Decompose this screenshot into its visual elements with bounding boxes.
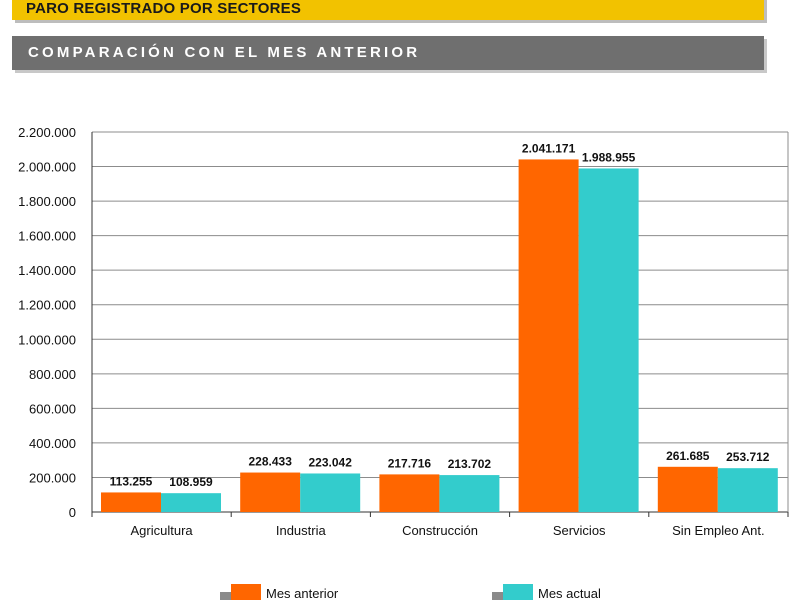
data-label: 228.433	[249, 455, 293, 469]
y-tick-label: 1.600.000	[18, 229, 76, 244]
y-tick-label: 1.000.000	[18, 332, 76, 347]
bar-current	[439, 475, 500, 512]
y-tick-label: 1.800.000	[18, 194, 76, 209]
y-tick-label: 600.000	[29, 401, 76, 416]
x-tick-label: Industria	[276, 523, 327, 538]
data-label: 223.042	[309, 455, 353, 469]
y-tick-label: 2.000.000	[18, 160, 76, 175]
section-title: PARO REGISTRADO POR SECTORES	[26, 0, 302, 17]
section-banner: PARO REGISTRADO POR SECTORES	[12, 0, 764, 20]
legend-label-previous: Mes anterior	[266, 586, 339, 601]
y-tick-label: 200.000	[29, 470, 76, 485]
legend-swatch-current	[503, 584, 533, 600]
y-tick-label: 0	[69, 505, 76, 520]
legend-swatch-previous	[231, 584, 261, 600]
x-tick-label: Construcción	[402, 523, 478, 538]
y-tick-label: 1.400.000	[18, 263, 76, 278]
data-label: 1.988.955	[582, 150, 636, 164]
data-label: 2.041.171	[522, 141, 576, 155]
legend-item-current: Mes actual	[492, 584, 601, 601]
bar-previous	[657, 466, 718, 512]
x-tick-label: Servicios	[553, 523, 606, 538]
bar-previous	[101, 492, 161, 512]
data-label: 253.712	[726, 450, 770, 464]
bar-current	[717, 468, 778, 512]
data-label: 217.716	[388, 456, 432, 470]
legend-label-current: Mes actual	[538, 586, 601, 601]
legend-marker-previous	[220, 584, 264, 600]
y-tick-label: 400.000	[29, 436, 76, 451]
x-tick-label: Agricultura	[131, 523, 194, 538]
chart-subtitle: COMPARACIÓN CON EL MES ANTERIOR	[28, 44, 421, 61]
y-tick-label: 1.200.000	[18, 298, 76, 313]
data-label: 213.702	[448, 457, 492, 471]
data-label: 108.959	[169, 475, 213, 489]
bar-previous	[379, 474, 440, 512]
y-tick-label: 800.000	[29, 367, 76, 382]
y-tick-label: 2.200.000	[18, 125, 76, 140]
subtitle-banner: COMPARACIÓN CON EL MES ANTERIOR	[12, 36, 764, 70]
bar-previous	[518, 159, 579, 513]
legend-item-previous: Mes anterior	[220, 584, 339, 601]
data-label: 113.255	[110, 474, 153, 488]
bar-current	[578, 168, 639, 512]
bar-current	[161, 493, 221, 512]
bar-current	[300, 473, 361, 512]
x-tick-label: Sin Empleo Ant.	[672, 523, 765, 538]
bar-previous	[240, 472, 301, 512]
legend-marker-current	[492, 584, 536, 600]
data-label: 261.685	[666, 449, 710, 463]
